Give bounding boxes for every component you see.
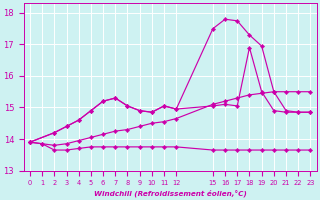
X-axis label: Windchill (Refroidissement éolien,°C): Windchill (Refroidissement éolien,°C) — [94, 189, 247, 197]
